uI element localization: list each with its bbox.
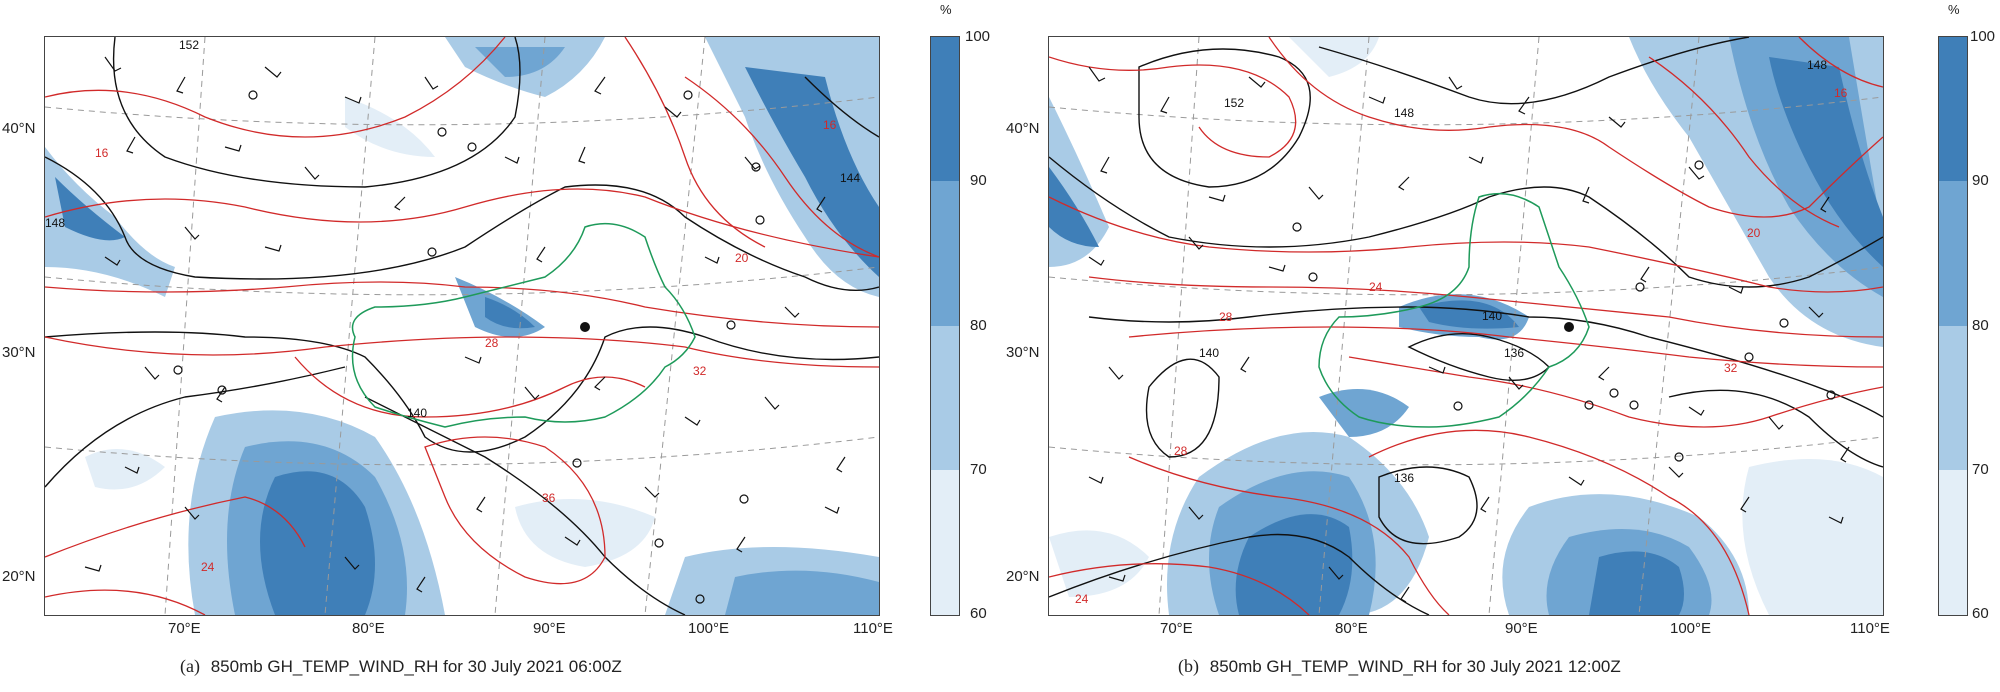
- station-marker-a: [580, 322, 590, 332]
- lon-label-110: 110°E: [853, 620, 893, 637]
- contour-label: 140: [407, 406, 427, 420]
- colorbar-segment-80-90: [1939, 181, 1967, 326]
- colorbar-tick: 100: [1970, 28, 1996, 45]
- contour-label: 148: [45, 216, 65, 230]
- colorbar-tick: 60: [970, 605, 987, 622]
- lat-label-20: 20°N: [1006, 568, 1040, 585]
- region-boundary-b: [1318, 192, 1590, 428]
- lon-label-100: 100°E: [1670, 620, 1712, 637]
- colorbar-tick: 70: [1972, 461, 1989, 478]
- contour-label: 24: [1075, 592, 1089, 606]
- contour-label: 16: [95, 146, 109, 160]
- wind-barbs-a: [84, 56, 846, 593]
- map-frame-a: 152 148 144 140 16 16 20 24 28 32 36: [44, 36, 880, 616]
- lon-label-90: 90°E: [1505, 620, 1538, 637]
- colorbar-a: [930, 36, 960, 616]
- colorbar-segment-60-70: [1939, 470, 1967, 615]
- lat-label-30: 30°N: [2, 344, 36, 361]
- caption-text-b: 850mb GH_TEMP_WIND_RH for 30 July 2021 1…: [1209, 657, 1621, 676]
- caption-letter-b: (b): [1178, 656, 1199, 676]
- contour-label: 20: [735, 251, 749, 265]
- contour-label: 144: [840, 171, 860, 185]
- colorbar-tick: 80: [1972, 317, 1989, 334]
- contour-label: 140: [1199, 346, 1219, 360]
- colorbar-tick: 90: [970, 172, 987, 189]
- geopotential-contours-a: [45, 37, 879, 615]
- colorbar-segment-90-100: [931, 37, 959, 181]
- colorbar-unit-b: %: [1948, 2, 1960, 17]
- colorbar-tick: 60: [1972, 605, 1989, 622]
- contour-labels-b: 152 148 148 140 140 136 136 16 20 24 28 …: [1075, 58, 1848, 606]
- lon-label-80: 80°E: [352, 620, 385, 637]
- lon-label-70: 70°E: [1160, 620, 1193, 637]
- lat-label-30: 30°N: [1006, 344, 1040, 361]
- rh-shading-b: [1049, 37, 1883, 615]
- lon-label-100: 100°E: [688, 620, 730, 637]
- weather-map-b: 152 148 148 140 140 136 136 16 20 24 28 …: [1049, 37, 1883, 615]
- contour-label: 32: [1724, 361, 1738, 375]
- lon-label-80: 80°E: [1335, 620, 1368, 637]
- caption-a: (a) 850mb GH_TEMP_WIND_RH for 30 July 20…: [180, 656, 622, 677]
- contour-label: 136: [1394, 471, 1414, 485]
- graticule-a: [45, 37, 879, 615]
- colorbar-tick: 70: [970, 461, 987, 478]
- caption-b: (b) 850mb GH_TEMP_WIND_RH for 30 July 20…: [1178, 656, 1621, 677]
- region-boundary-a: [351, 222, 696, 428]
- colorbar-tick: 100: [965, 28, 991, 45]
- weather-map-a: 152 148 144 140 16 16 20 24 28 32 36: [45, 37, 879, 615]
- contour-label: 28: [1174, 444, 1188, 458]
- contour-label: 16: [823, 118, 837, 132]
- contour-label: 136: [1504, 346, 1524, 360]
- contour-label: 152: [179, 38, 199, 52]
- temperature-contours-b: [1049, 37, 1883, 615]
- contour-label: 20: [1747, 226, 1761, 240]
- colorbar-segment-70-80: [1939, 326, 1967, 470]
- lon-label-110: 110°E: [1850, 620, 1890, 637]
- calm-markers-b: [1292, 160, 1836, 462]
- caption-text-a: 850mb GH_TEMP_WIND_RH for 30 July 2021 0…: [210, 657, 622, 676]
- contour-label: 16: [1834, 86, 1848, 100]
- contour-label: 24: [201, 560, 215, 574]
- contour-labels-a: 152 148 144 140 16 16 20 24 28 32 36: [45, 38, 860, 574]
- colorbar-b: [1938, 36, 1968, 616]
- lon-label-90: 90°E: [533, 620, 566, 637]
- contour-label: 28: [1219, 310, 1233, 324]
- rh-shading-a: [45, 37, 879, 615]
- contour-label: 148: [1394, 106, 1414, 120]
- lon-label-70: 70°E: [168, 620, 201, 637]
- colorbar-unit-a: %: [940, 2, 952, 17]
- contour-label: 36: [542, 491, 556, 505]
- caption-letter-a: (a): [180, 656, 200, 676]
- contour-label: 140: [1482, 309, 1502, 323]
- colorbar-segment-80-90: [931, 181, 959, 326]
- contour-label: 148: [1807, 58, 1827, 72]
- colorbar-segment-90-100: [1939, 37, 1967, 181]
- calm-markers-a: [173, 90, 765, 604]
- colorbar-tick: 80: [970, 317, 987, 334]
- contour-label: 32: [693, 364, 707, 378]
- panel-b: 152 148 148 140 140 136 136 16 20 24 28 …: [1000, 0, 2000, 692]
- contour-label: 24: [1369, 280, 1383, 294]
- graticule-b: [1049, 37, 1883, 615]
- lat-label-40: 40°N: [1006, 120, 1040, 137]
- colorbar-tick: 90: [1972, 172, 1989, 189]
- lat-label-40: 40°N: [2, 120, 36, 137]
- contour-label: 28: [485, 336, 499, 350]
- colorbar-segment-70-80: [931, 326, 959, 470]
- wind-barbs-b: [1088, 66, 1850, 603]
- temperature-contours-a: [45, 37, 879, 615]
- panel-a: 152 148 144 140 16 16 20 24 28 32 36 40°…: [2, 2, 991, 677]
- map-frame-b: 152 148 148 140 140 136 136 16 20 24 28 …: [1048, 36, 1884, 616]
- lat-label-20: 20°N: [2, 568, 36, 585]
- colorbar-segment-60-70: [931, 470, 959, 615]
- contour-label: 152: [1224, 96, 1244, 110]
- station-marker-b: [1564, 322, 1574, 332]
